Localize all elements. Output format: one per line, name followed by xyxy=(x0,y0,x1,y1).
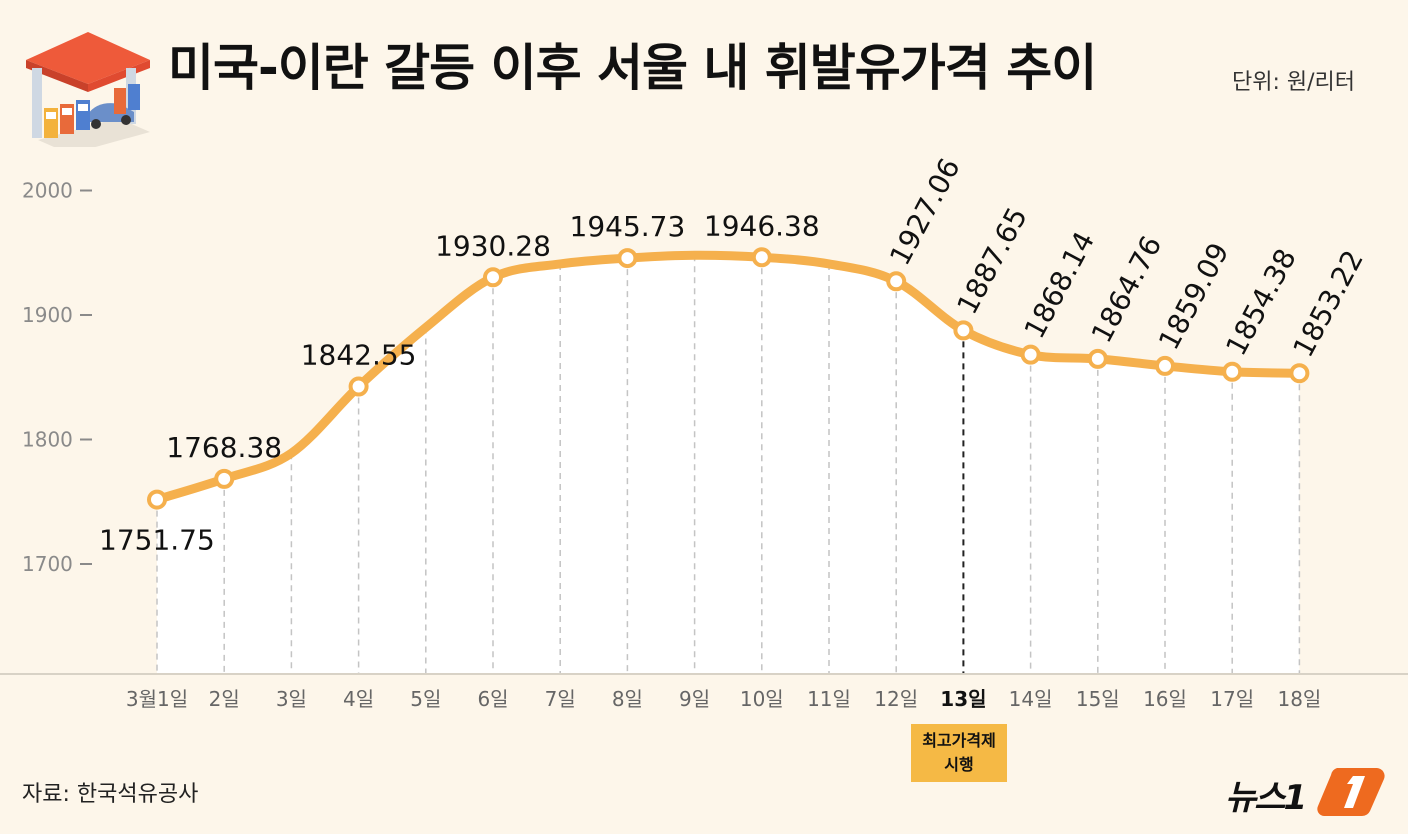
x-axis-labels: 3월1일 2일 3일 4일 5일 6일 7일 8일 9일 10일 11일 12일 13일 14일 15일 16… xyxy=(126,687,1321,711)
x-tick-label: 8일 xyxy=(612,687,643,711)
x-tick-label: 4일 xyxy=(343,687,374,711)
news1-logo: 뉴스1 xyxy=(1225,760,1385,820)
data-point xyxy=(483,267,503,288)
data-point xyxy=(1155,355,1175,376)
vertical-gridlines xyxy=(156,255,1301,674)
gas-station-icon xyxy=(18,22,158,154)
data-label: 1768.38 xyxy=(166,431,282,464)
x-tick-label: 3일 xyxy=(276,687,307,711)
data-point xyxy=(886,271,907,292)
x-tick-label: 16일 xyxy=(1143,687,1187,711)
area-fill xyxy=(157,255,1300,674)
y-tick-label: 2000 xyxy=(22,179,73,203)
price-cap-callout: 최고가격제 시행 xyxy=(911,724,1007,782)
x-tick-label: 6일 xyxy=(477,687,508,711)
y-tick-label: 1800 xyxy=(22,428,73,452)
data-point xyxy=(1222,361,1243,382)
data-label: 1945.73 xyxy=(570,210,686,243)
x-tick-label: 15일 xyxy=(1076,687,1120,711)
data-point xyxy=(953,320,974,341)
x-tick-label: 9일 xyxy=(679,687,710,711)
x-tick-label: 18일 xyxy=(1277,687,1321,711)
data-label: 1927.06 xyxy=(883,153,967,271)
data-label: 1887.65 xyxy=(950,202,1034,320)
data-point xyxy=(1020,344,1041,365)
callout-line-1: 최고가격제 xyxy=(922,731,996,750)
y-tick-label: 1900 xyxy=(22,303,73,327)
data-label: 1842.55 xyxy=(301,339,417,372)
source-note: 자료: 한국석유공사 xyxy=(22,782,199,807)
data-point xyxy=(617,248,638,269)
x-tick-label: 5일 xyxy=(410,687,441,711)
data-label: 1930.28 xyxy=(435,229,551,262)
x-tick-label: 7일 xyxy=(545,687,576,711)
callout-line-2: 시행 xyxy=(944,755,974,774)
x-tick-label: 3월1일 xyxy=(126,687,188,711)
unit-label: 단위: 원/리터 xyxy=(1232,70,1356,95)
data-label: 1751.75 xyxy=(99,524,215,557)
data-point xyxy=(214,468,235,489)
chart-title: 미국-이란 갈등 이후 서울 내 휘발유가격 추이 xyxy=(168,39,1097,97)
data-label: 1946.38 xyxy=(704,209,820,242)
x-tick-label: 12일 xyxy=(874,687,918,711)
data-point xyxy=(1289,363,1310,384)
data-point xyxy=(147,489,167,510)
x-tick-label: 11일 xyxy=(807,687,851,711)
data-point xyxy=(348,376,369,397)
y-axis: 1700 1800 1900 2000 xyxy=(22,179,92,576)
data-point xyxy=(1087,348,1108,369)
data-point xyxy=(751,247,772,268)
x-tick-label: 13일 xyxy=(940,687,986,711)
data-markers xyxy=(147,247,1310,510)
x-tick-label: 2일 xyxy=(209,687,240,711)
x-tick-label: 10일 xyxy=(740,687,784,711)
x-tick-label: 14일 xyxy=(1009,687,1053,711)
y-tick-label: 1700 xyxy=(22,552,73,576)
logo-text: 뉴스1 xyxy=(1225,778,1307,818)
x-tick-label: 17일 xyxy=(1210,687,1254,711)
